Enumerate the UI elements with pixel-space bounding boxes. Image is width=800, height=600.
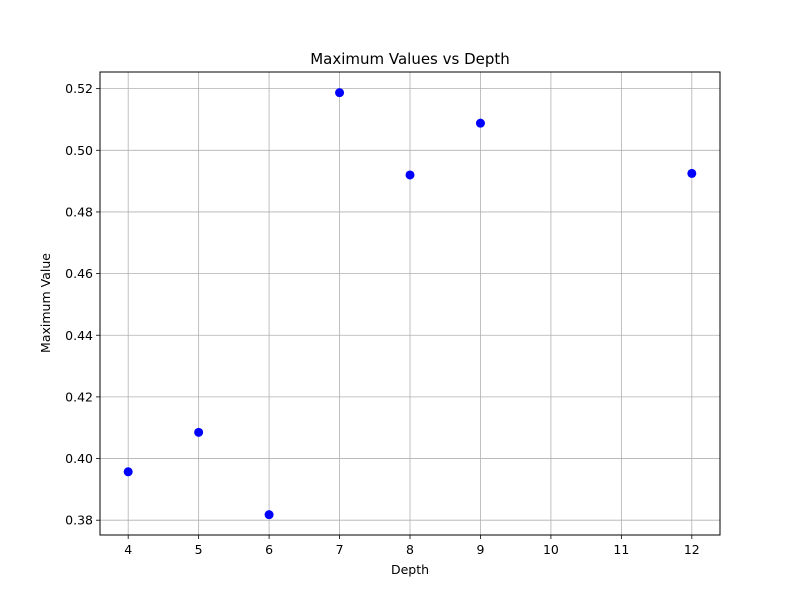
y-tick-label: 0.40 bbox=[65, 451, 93, 466]
y-tick-label: 0.42 bbox=[65, 389, 93, 404]
x-tick-label: 5 bbox=[195, 542, 203, 557]
chart-title: Maximum Values vs Depth bbox=[310, 50, 510, 68]
axis-ticks: 4 5 6 7 8 9 10 11 12 0.38 0.40 0.42 0.44 0.46 0.48 0.50… bbox=[65, 81, 700, 557]
x-tick-label: 6 bbox=[265, 542, 273, 557]
y-tick-label: 0.38 bbox=[65, 513, 93, 528]
x-tick-label: 7 bbox=[336, 542, 344, 557]
y-axis-label: Maximum Value bbox=[38, 253, 53, 353]
x-tick-label: 12 bbox=[684, 542, 700, 557]
y-tick-label: 0.52 bbox=[65, 81, 93, 96]
x-tick-label: 9 bbox=[476, 542, 484, 557]
y-tick-label: 0.50 bbox=[65, 143, 93, 158]
data-point bbox=[335, 88, 345, 98]
x-tick-label: 4 bbox=[124, 542, 132, 557]
x-tick-label: 10 bbox=[543, 542, 559, 557]
data-point bbox=[475, 118, 485, 128]
x-tick-label: 11 bbox=[613, 542, 629, 557]
y-tick-label: 0.48 bbox=[65, 204, 93, 219]
data-point bbox=[405, 170, 415, 180]
grid bbox=[100, 72, 720, 535]
y-tick-label: 0.46 bbox=[65, 266, 93, 281]
x-axis-label: Depth bbox=[391, 562, 429, 577]
data-point bbox=[264, 510, 274, 520]
y-tick-label: 0.44 bbox=[65, 328, 93, 343]
data-point bbox=[123, 467, 133, 477]
data-point bbox=[687, 168, 697, 178]
data-point bbox=[194, 427, 204, 437]
data-points bbox=[123, 88, 697, 520]
x-tick-label: 8 bbox=[406, 542, 414, 557]
